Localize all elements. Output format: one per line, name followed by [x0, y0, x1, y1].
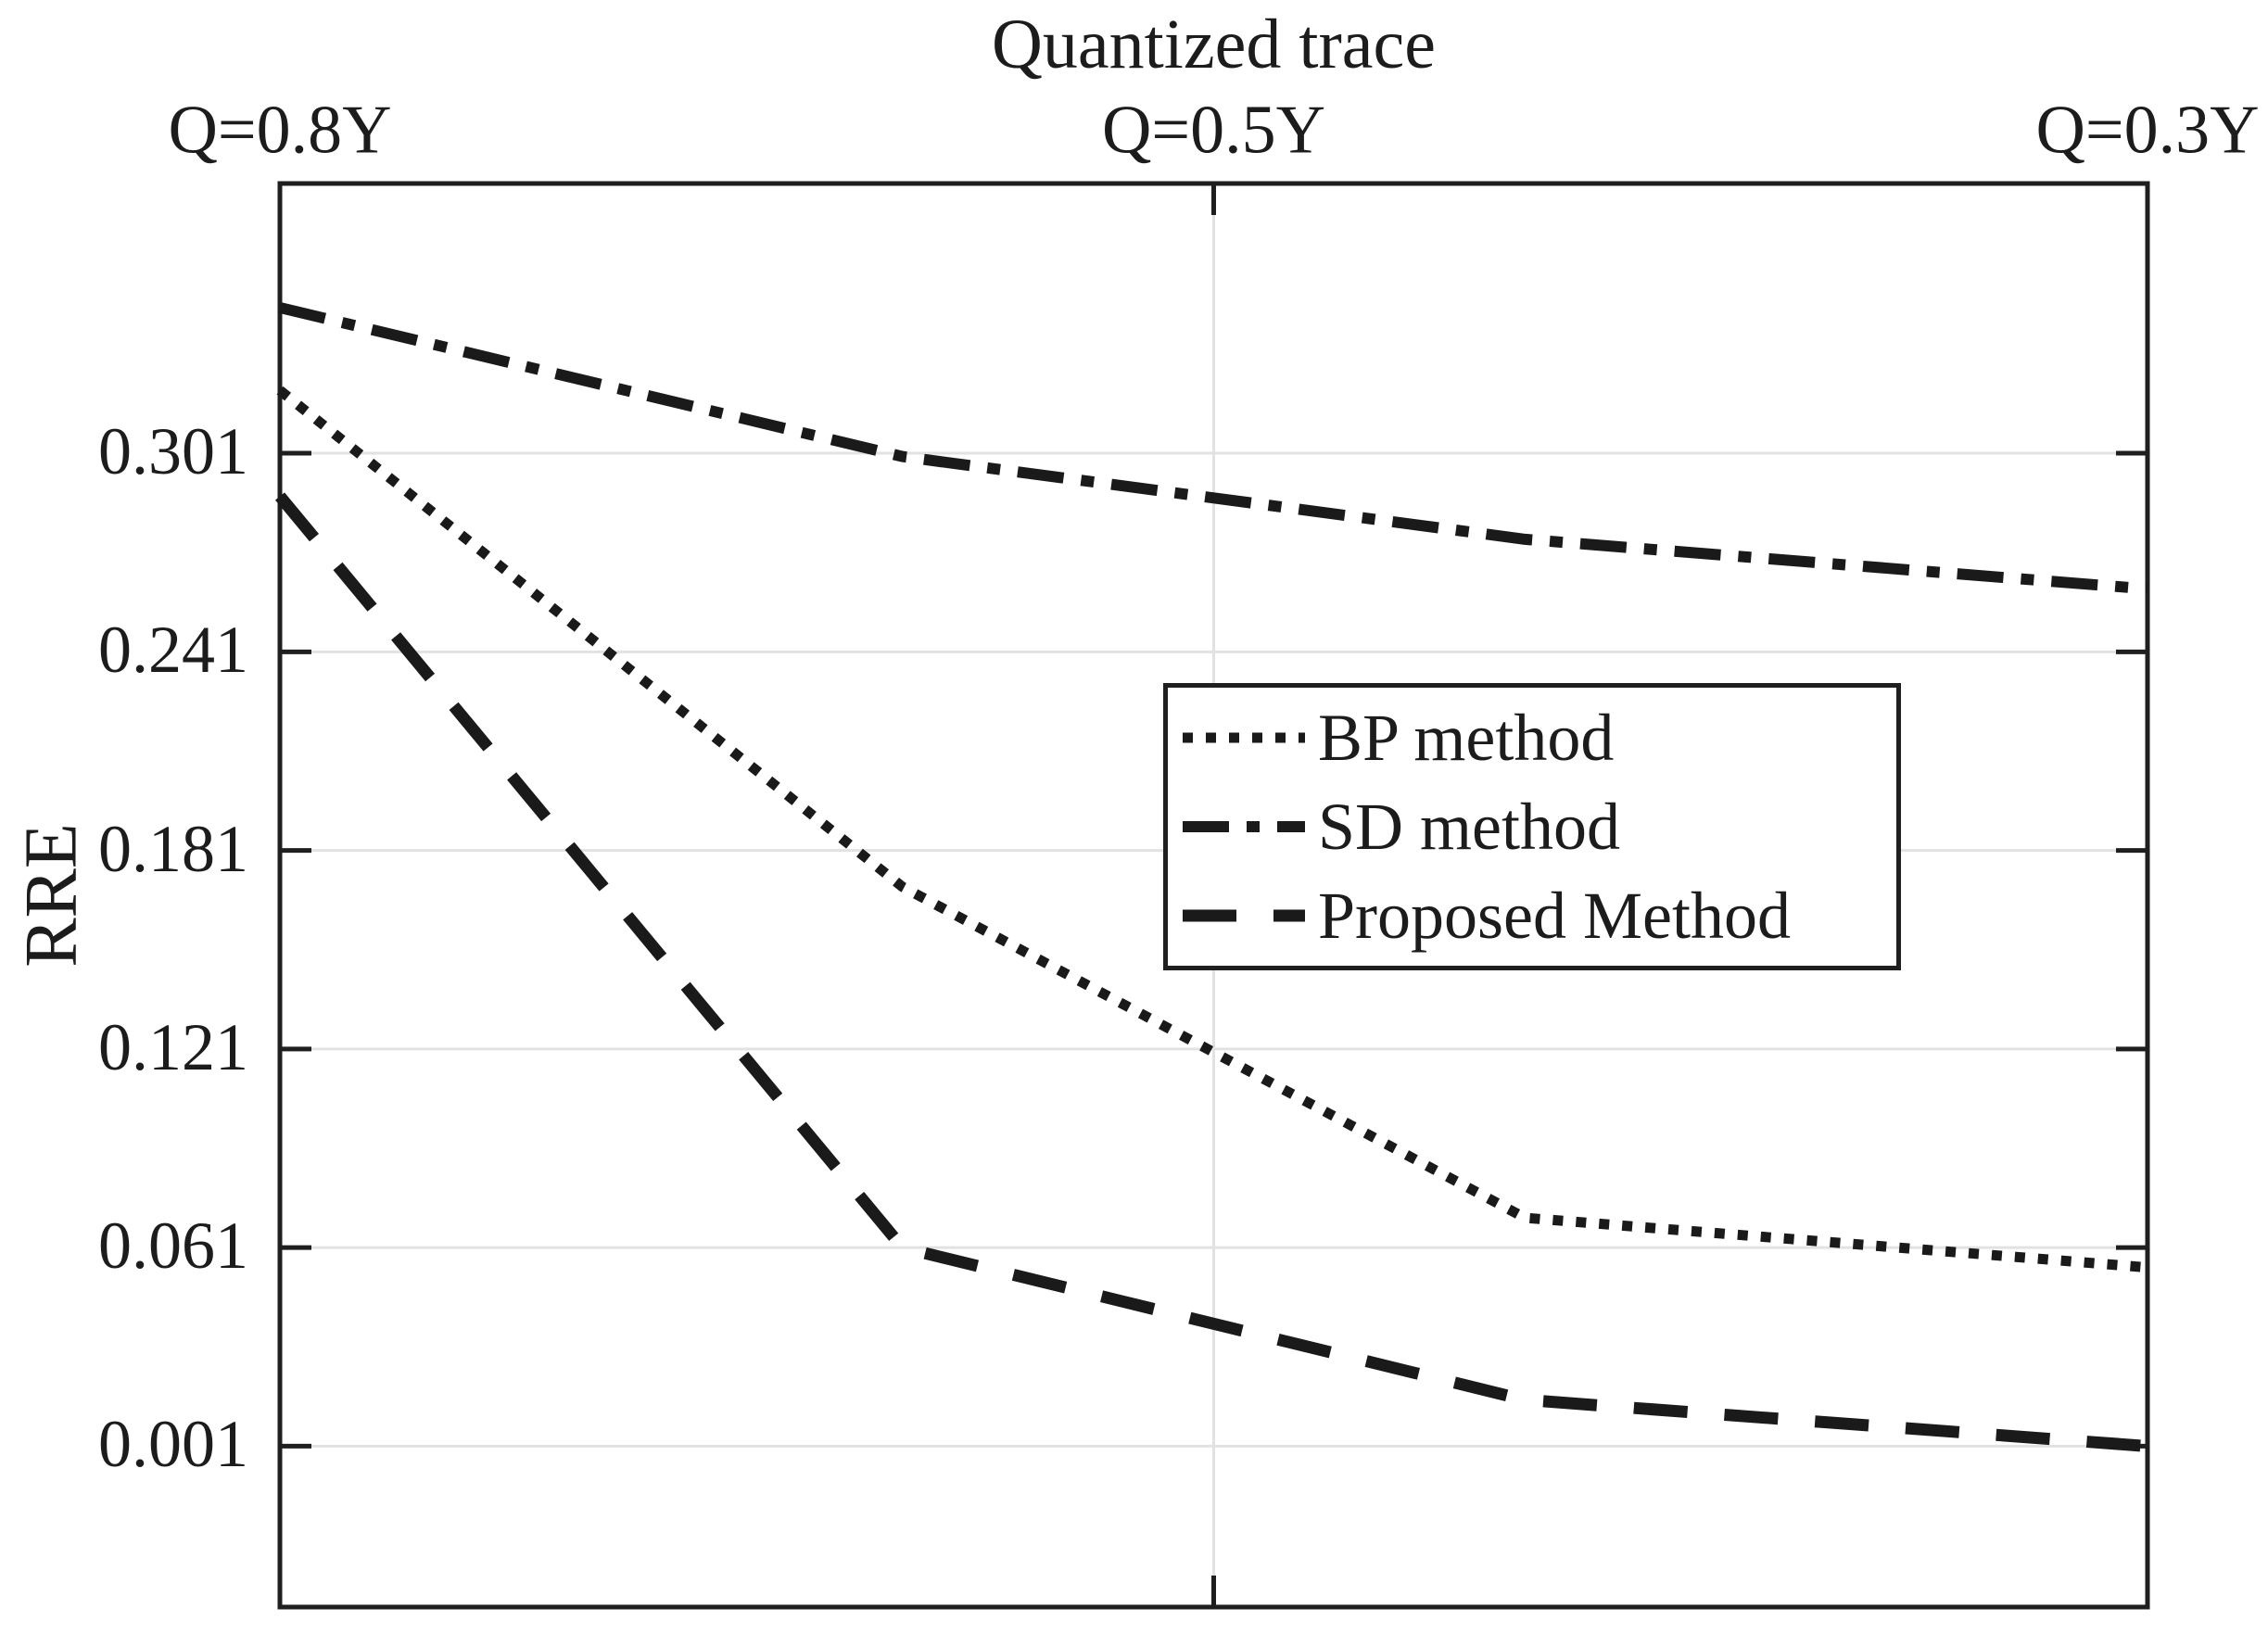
legend-label: BP method: [1318, 701, 1615, 775]
plot-frame: [277, 181, 2150, 1610]
legend-item: Proposed Method: [1181, 877, 1896, 955]
series-line-bp-method: [276, 386, 2148, 1273]
series-line-sd-method: [278, 302, 2148, 595]
legend-label: SD method: [1318, 790, 1621, 864]
dashdot-line-swatch-icon: [1183, 821, 1305, 832]
legend-label: Proposed Method: [1318, 879, 1791, 953]
dashed-line-swatch-icon: [1183, 909, 1305, 922]
y-tick-label: 0.001: [98, 1407, 248, 1482]
x-tick-label: Q=0.5Y: [1101, 92, 1326, 169]
dotted-line-swatch-icon: [1183, 732, 1305, 743]
legend-item: SD method: [1181, 788, 1896, 866]
y-tick-label: 0.061: [98, 1208, 248, 1283]
series-line-proposed-method: [274, 492, 2148, 1452]
y-tick-label: 0.241: [98, 613, 248, 688]
y-tick-label: 0.181: [98, 811, 248, 886]
y-tick-label: 0.301: [98, 413, 248, 488]
chart-title: Quantized trace: [992, 6, 1436, 83]
y-tick-label: 0.121: [98, 1009, 248, 1084]
x-tick-label: Q=0.3Y: [2035, 92, 2260, 169]
legend-item: BP method: [1181, 699, 1896, 777]
x-tick-label: Q=0.8Y: [168, 92, 392, 169]
legend: BP method SD method Proposed Method: [1163, 683, 1901, 970]
